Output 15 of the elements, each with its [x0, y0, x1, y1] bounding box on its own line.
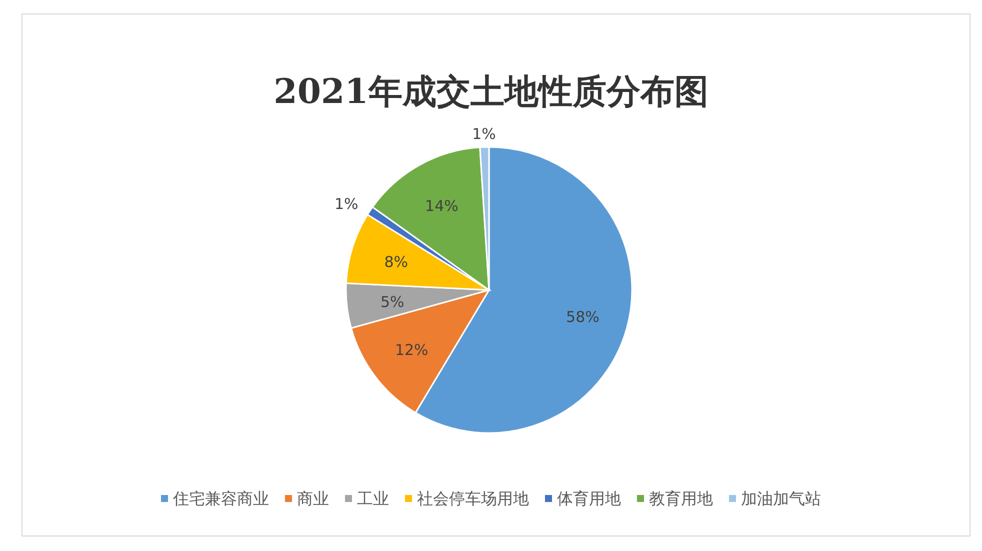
legend-label: 工业 — [357, 489, 389, 508]
legend-label: 体育用地 — [557, 489, 621, 508]
legend-label: 加油加气站 — [741, 489, 821, 508]
legend-label: 住宅兼容商业 — [172, 489, 269, 508]
legend-label: 社会停车场用地 — [417, 489, 529, 508]
data-label: 5% — [380, 292, 404, 311]
data-label: 8% — [384, 253, 408, 272]
legend-label: 教育用地 — [649, 489, 713, 508]
chart-title: 2021年成交土地性质分布图 — [274, 72, 708, 112]
legend-label: 商业 — [297, 489, 329, 508]
data-label: 58% — [566, 308, 600, 326]
data-label: 1% — [334, 195, 358, 214]
data-label: 1% — [472, 125, 496, 144]
data-label: 12% — [394, 340, 428, 359]
data-label: 14% — [425, 197, 458, 216]
